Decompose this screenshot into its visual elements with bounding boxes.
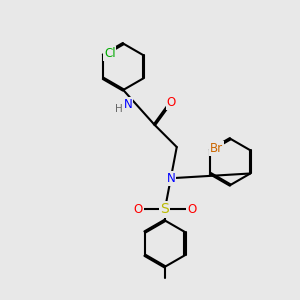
Text: O: O xyxy=(167,96,176,109)
Text: N: N xyxy=(123,98,132,111)
Text: Cl: Cl xyxy=(104,47,116,60)
Text: H: H xyxy=(115,104,123,114)
Text: O: O xyxy=(134,203,143,216)
Text: O: O xyxy=(187,203,196,216)
Text: S: S xyxy=(160,202,169,216)
Text: N: N xyxy=(167,172,175,185)
Text: Br: Br xyxy=(210,142,223,155)
